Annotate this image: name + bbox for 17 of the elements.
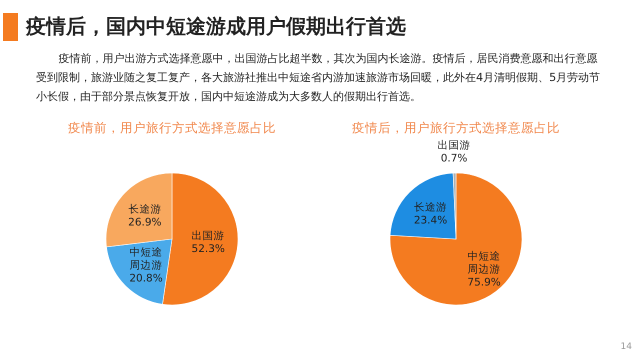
chart-title: 疫情后，用户旅行方式选择意愿占比 <box>352 120 560 135</box>
slice-label: 中短途周边游 <box>468 250 501 276</box>
slice-label: 长途游 <box>414 200 447 214</box>
data-label: 0.7% <box>440 152 468 165</box>
text: 疫情前，用户出游方式选择意愿中，出国游占比超半数，其次为国内长途游。疫情后，居民消费意愿和出行意愿受到限制，旅游业随之复工复产，各大旅游社推出中短途省内游加速旅游市场回暖，此外在4月清明假期、5月劳动节小长假，由于部分景点恢复开放，国内中短途游成为大多数人的假期出行首选。 <box>36 51 602 105</box>
text: 14 <box>620 342 632 352</box>
data-label: 20.8% <box>129 272 163 284</box>
slice-label: 出国游 <box>438 138 471 152</box>
data-label: 75.9% <box>467 276 501 289</box>
chart-title: 疫情前，用户旅行方式选择意愿占比 <box>68 120 276 135</box>
slice-label: 长途游 <box>128 202 162 216</box>
data-label: 23.4% <box>414 214 448 227</box>
data-label: 26.9% <box>128 216 162 228</box>
slice-label: 中短途周边游 <box>130 245 163 272</box>
data-label: 52.3% <box>192 243 225 256</box>
text: 疫情后，国内中短途游成用户假期出行首选 <box>26 13 406 40</box>
slice-label: 出国游 <box>192 229 225 242</box>
